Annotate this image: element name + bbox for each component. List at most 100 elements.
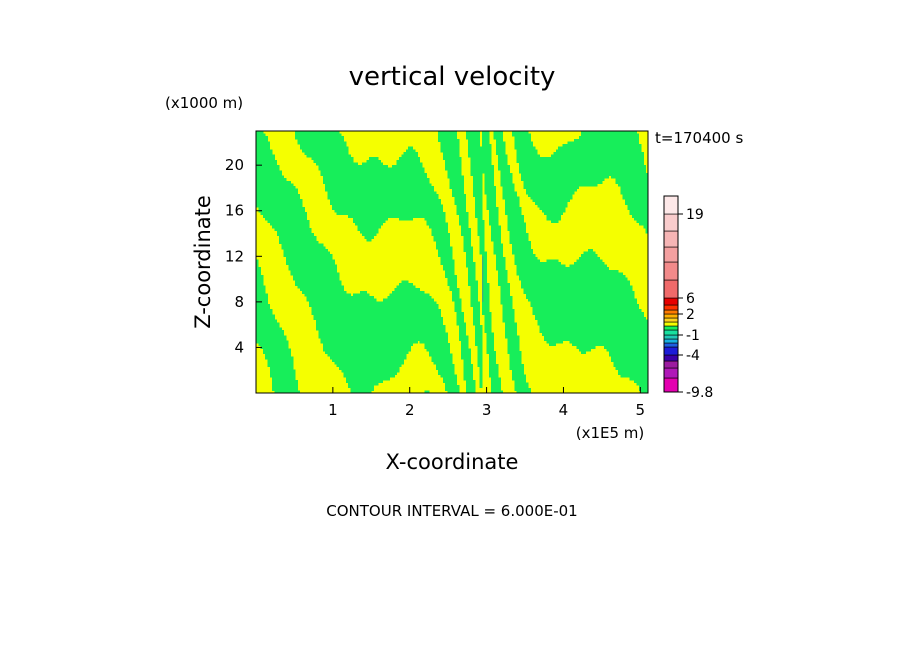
field-cell-negative [256,136,268,140]
field-cell-negative [493,248,504,252]
field-cell-negative [470,285,478,289]
field-cell-negative [396,285,416,289]
field-cell-negative [327,196,439,200]
field-cell-negative [452,193,467,197]
field-cell-negative [449,180,464,184]
field-cell-negative [481,254,487,258]
field-cell-negative [458,335,469,339]
field-cell-negative [456,212,469,216]
field-cell-negative [491,227,501,231]
field-cell-negative [620,374,648,378]
field-cell-negative [468,275,476,279]
field-cell-negative [325,183,432,187]
field-cell-negative [481,296,490,300]
field-cell-negative [283,251,331,255]
field-cell-negative [442,157,462,161]
field-cell-negative [481,136,490,140]
field-cell-negative [514,259,541,263]
field-cell-negative [551,220,559,224]
field-cell-negative [525,296,635,300]
colorbar-segment [663,309,679,315]
field-cell-negative [472,309,481,313]
field-cell-negative [465,131,481,135]
field-cell-negative [535,201,568,205]
field-cell-negative [495,151,506,155]
field-cell-negative [447,390,460,393]
field-cell-negative [256,138,268,142]
field-cell-negative [463,366,474,370]
field-cell-negative [627,204,648,208]
field-cell-negative [541,332,648,336]
field-cell-negative [306,296,374,300]
field-cell-negative [472,183,483,187]
field-cell-negative [498,165,511,169]
field-cell-negative [470,301,481,305]
field-cell-negative [449,186,464,190]
field-cell-negative [445,162,462,166]
field-cell-negative [507,217,524,221]
field-cell-negative [539,330,648,334]
field-cell-negative [624,201,648,205]
field-cell-negative [458,327,467,331]
field-cell-negative [481,301,490,305]
field-cell-negative [505,204,520,208]
field-cell-negative [502,319,515,323]
field-cell-negative [461,343,469,347]
field-cell-negative [256,196,301,200]
field-cell-negative [431,230,448,234]
field-cell-negative [488,358,497,362]
field-cell-negative [452,293,460,297]
field-cell-negative [461,233,471,237]
field-cell-negative [269,372,296,376]
field-cell-negative [546,217,561,221]
field-cell-negative [498,154,508,158]
field-cell-negative [629,212,648,216]
field-cell-negative [325,351,409,355]
field-cell-negative [472,314,481,318]
contour-interval-note: CONTOUR INTERVAL = 6.000E-01 [326,502,577,520]
field-cell-negative [461,353,471,357]
field-cell-negative [488,361,497,365]
field-cell-negative [636,220,648,224]
field-cell-negative [475,340,483,344]
field-cell-negative [481,256,487,260]
field-cell-negative [507,337,520,341]
field-cell-negative [256,201,303,205]
field-cell-negative [272,379,298,383]
field-cell-negative [620,188,648,192]
field-cell-negative [428,353,453,357]
field-cell-negative [327,353,407,357]
field-cell-negative [304,293,351,297]
field-cell-negative [322,180,430,184]
field-cell-negative [472,319,481,323]
field-cell-negative [362,162,384,166]
field-cell-negative [465,136,481,140]
field-cell-negative [318,332,448,336]
field-cell-negative [322,175,428,179]
field-cell-negative [491,387,501,391]
field-cell-negative [491,235,501,239]
field-cell-negative [475,337,483,341]
field-cell-negative [484,314,492,318]
field-cell-negative [405,149,416,153]
field-cell-negative [481,269,487,273]
field-cell-negative [509,235,529,239]
field-cell-negative [447,175,464,179]
field-cell-negative [456,311,464,315]
field-cell-negative [262,348,291,352]
field-cell-negative [486,337,494,341]
field-cell-negative [389,293,430,297]
field-cell-negative [477,353,483,357]
field-cell-negative [288,264,338,268]
field-cell-negative [488,374,499,378]
field-cell-negative [521,280,630,284]
field-cell-negative [491,230,501,234]
field-cell-negative [424,390,430,393]
field-cell-negative [449,183,464,187]
field-cell-negative [438,372,455,376]
field-cell-negative [438,251,453,255]
field-cell-negative [505,330,517,334]
field-cell-negative [352,293,370,297]
field-cell-negative [269,369,296,373]
